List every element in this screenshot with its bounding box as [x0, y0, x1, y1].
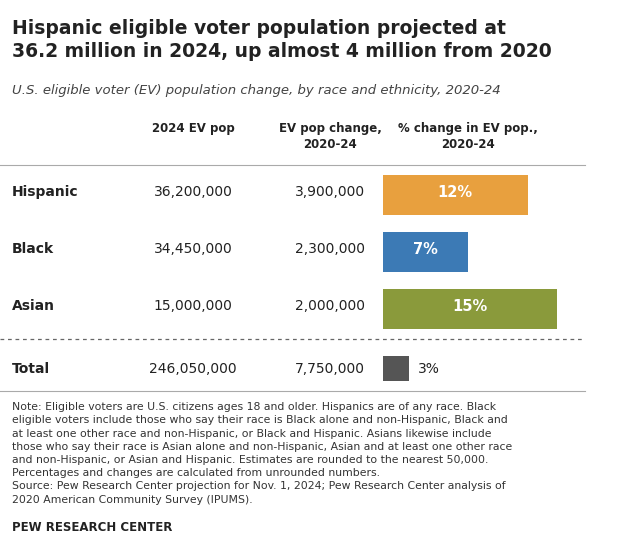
Text: 7%: 7% — [413, 242, 438, 257]
Text: 2,000,000: 2,000,000 — [295, 299, 366, 313]
FancyBboxPatch shape — [383, 288, 557, 329]
Text: Asian: Asian — [12, 299, 55, 313]
Text: EV pop change,
2020-24: EV pop change, 2020-24 — [279, 122, 381, 151]
Text: U.S. eligible voter (EV) population change, by race and ethnicity, 2020-24: U.S. eligible voter (EV) population chan… — [12, 84, 500, 97]
Text: 3%: 3% — [418, 362, 440, 376]
Text: 34,450,000: 34,450,000 — [153, 242, 233, 256]
Text: 2024 EV pop: 2024 EV pop — [151, 122, 235, 135]
Text: 36,200,000: 36,200,000 — [153, 185, 233, 199]
Text: 3,900,000: 3,900,000 — [295, 185, 366, 199]
Text: Black: Black — [12, 242, 54, 256]
FancyBboxPatch shape — [383, 232, 468, 272]
Text: Hispanic eligible voter population projected at
36.2 million in 2024, up almost : Hispanic eligible voter population proje… — [12, 19, 551, 61]
Text: Note: Eligible voters are U.S. citizens ages 18 and older. Hispanics are of any : Note: Eligible voters are U.S. citizens … — [12, 402, 512, 505]
Text: Total: Total — [12, 362, 50, 376]
Text: 15,000,000: 15,000,000 — [153, 299, 233, 313]
FancyBboxPatch shape — [383, 175, 528, 215]
Text: 15%: 15% — [452, 299, 488, 314]
Text: % change in EV pop.,
2020-24: % change in EV pop., 2020-24 — [397, 122, 537, 151]
Text: 246,050,000: 246,050,000 — [149, 362, 236, 376]
Text: 12%: 12% — [438, 185, 473, 200]
Text: 7,750,000: 7,750,000 — [295, 362, 366, 376]
Text: 2,300,000: 2,300,000 — [295, 242, 366, 256]
Text: PEW RESEARCH CENTER: PEW RESEARCH CENTER — [12, 521, 172, 534]
Text: Hispanic: Hispanic — [12, 185, 79, 199]
FancyBboxPatch shape — [383, 357, 409, 380]
